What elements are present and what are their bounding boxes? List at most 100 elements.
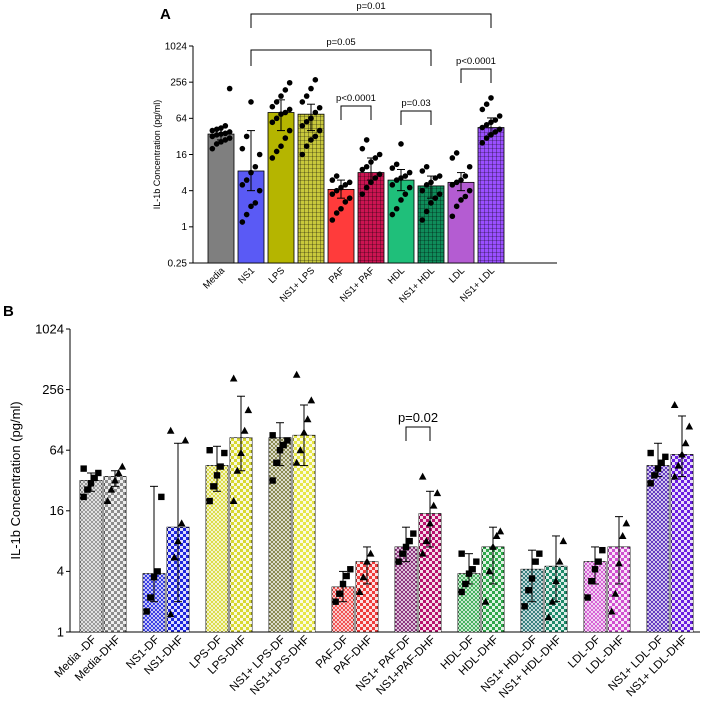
data-point [528, 575, 536, 582]
chart-panel-b: 1 4 16 64 256 1024 IL-1b Concentration (pg/ml)… [8, 321, 700, 701]
data-point [368, 179, 374, 186]
data-point [282, 109, 289, 116]
data-point [496, 113, 503, 119]
p-value-label: p=0.03 [401, 98, 430, 109]
bar-pattern [293, 435, 315, 632]
data-point [363, 557, 371, 565]
data-point [166, 426, 175, 434]
p-value-label: p=0.05 [326, 37, 355, 48]
data-point [492, 531, 501, 539]
data-point [91, 474, 98, 482]
data-point [559, 537, 568, 545]
data-point [150, 574, 158, 581]
data-point [496, 527, 505, 535]
x-tick-label: LPS [267, 265, 287, 285]
data-point [588, 577, 595, 585]
panel-b-label: B [3, 303, 14, 320]
data-point [312, 77, 319, 83]
data-point [347, 566, 354, 573]
data-point [209, 127, 216, 134]
data-point [248, 203, 254, 210]
data-point [481, 597, 490, 605]
data-point [402, 543, 410, 551]
bar-pattern [104, 476, 126, 632]
data-point [389, 211, 396, 218]
data-point [359, 166, 366, 173]
data-point [389, 165, 396, 171]
bar-pattern [269, 437, 291, 632]
y-tick-label: 1024 [165, 41, 188, 52]
bar-pattern [608, 546, 630, 632]
data-point [399, 550, 406, 557]
data-point [449, 155, 456, 161]
bar-pattern [298, 114, 324, 263]
data-point [436, 191, 443, 197]
data-point [278, 93, 284, 99]
data-point [299, 99, 306, 105]
data-point [429, 501, 438, 509]
data-point [611, 589, 620, 597]
data-point [170, 553, 179, 561]
data-point [521, 603, 528, 610]
data-point [218, 139, 224, 145]
data-point [213, 472, 221, 479]
data-point [177, 519, 186, 527]
data-point [423, 208, 430, 215]
data-point [458, 177, 464, 183]
data-point [312, 109, 319, 116]
data-point [428, 179, 434, 186]
y-tick-label: 16 [50, 503, 64, 518]
data-point [428, 200, 434, 206]
data-point [615, 559, 623, 567]
data-point [308, 137, 314, 143]
data-point [658, 459, 665, 466]
data-point [158, 493, 165, 501]
data-point [252, 163, 259, 170]
significance-bracket [250, 13, 492, 28]
data-point [84, 486, 91, 493]
data-point [410, 530, 417, 537]
data-point [359, 145, 366, 152]
data-point [248, 169, 254, 176]
y-tick-label: 256 [42, 382, 64, 397]
data-point [282, 87, 289, 93]
data-point [218, 125, 224, 131]
data-point [244, 406, 253, 414]
data-point [243, 177, 250, 183]
data-point [453, 179, 460, 186]
data-point [209, 133, 216, 140]
data-point [213, 132, 220, 138]
data-point [651, 472, 658, 479]
bar [327, 188, 355, 264]
data-point [433, 489, 442, 497]
x-tick-label: HDL [386, 265, 407, 286]
y-tick-label: 1 [181, 222, 187, 233]
data-point [107, 485, 116, 493]
data-point [342, 199, 349, 205]
y-tick-label: 1 [57, 624, 64, 639]
y-tick-label: 64 [176, 114, 188, 125]
data-point [647, 449, 654, 457]
data-point [372, 175, 379, 181]
data-point [479, 124, 486, 131]
bar-pattern [671, 454, 693, 632]
data-point [453, 203, 460, 210]
data-point [166, 610, 175, 618]
data-point [308, 115, 314, 122]
data-point [333, 187, 340, 194]
data-point [363, 137, 370, 143]
p-value-label: p<0.0001 [336, 93, 376, 104]
data-point [462, 173, 469, 179]
data-point [333, 210, 340, 216]
data-point [393, 205, 400, 212]
data-point [398, 197, 404, 203]
data-point [488, 95, 494, 101]
data-point [462, 193, 469, 200]
data-point [662, 453, 669, 461]
data-point [226, 85, 233, 92]
data-point [419, 217, 426, 223]
bar-pattern [230, 437, 252, 632]
data-point [284, 437, 291, 444]
data-point [532, 558, 539, 565]
data-point [368, 159, 374, 165]
